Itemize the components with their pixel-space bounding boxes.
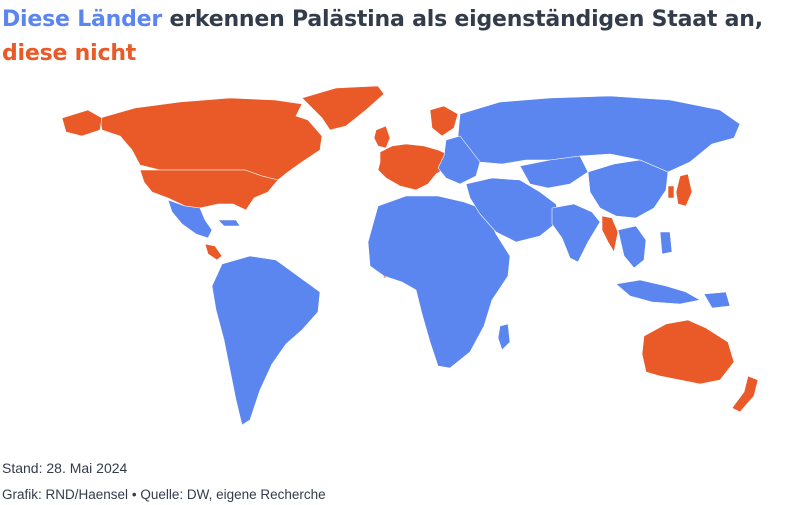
region-china [587, 159, 669, 219]
region-cuba [217, 219, 241, 227]
map-headline: Diese Länder erkennen Palästina als eige… [2, 3, 792, 71]
region-southeast-asia [617, 225, 647, 269]
region-central-america [204, 243, 223, 261]
headline-not-phrase: diese nicht [2, 41, 137, 66]
region-indonesia [615, 279, 701, 305]
region-greenland [301, 85, 385, 131]
region-central-asia [519, 155, 589, 189]
region-uk-ireland [373, 125, 391, 149]
map-recognizing [167, 95, 741, 426]
world-map [61, 85, 759, 426]
region-png [703, 291, 731, 309]
headline-middle-text: erkennen Palästina als eigenständigen St… [162, 7, 764, 32]
region-south-korea [667, 185, 675, 199]
region-usa [139, 169, 279, 211]
footer-credit-grafik: Grafik: RND/Haensel [2, 487, 129, 502]
region-australia [641, 319, 735, 385]
region-new-zealand [731, 375, 759, 413]
region-madagascar [497, 323, 511, 351]
region-india [551, 203, 601, 263]
region-philippines [659, 231, 673, 255]
region-mexico [167, 199, 213, 239]
headline-recognize-phrase: Diese Länder [2, 7, 163, 32]
region-eastern-europe [437, 135, 481, 185]
region-russia [457, 95, 741, 173]
region-alaska [61, 109, 103, 137]
region-myanmar [601, 215, 619, 253]
region-western-europe [377, 143, 453, 191]
region-japan [675, 173, 693, 207]
region-africa [367, 195, 511, 369]
footer-credit-quelle: Quelle: DW, eigene Recherche [140, 487, 326, 502]
footer-separator: • [131, 487, 137, 502]
region-south-america [211, 255, 321, 426]
region-canada [99, 97, 323, 181]
region-middle-east [465, 177, 561, 243]
footer-stand-date: Stand: 28. Mai 2024 [2, 460, 128, 476]
region-nordics [429, 105, 459, 137]
footer-credits: Grafik: RND/Haensel • Quelle: DW, eigene… [2, 487, 326, 502]
